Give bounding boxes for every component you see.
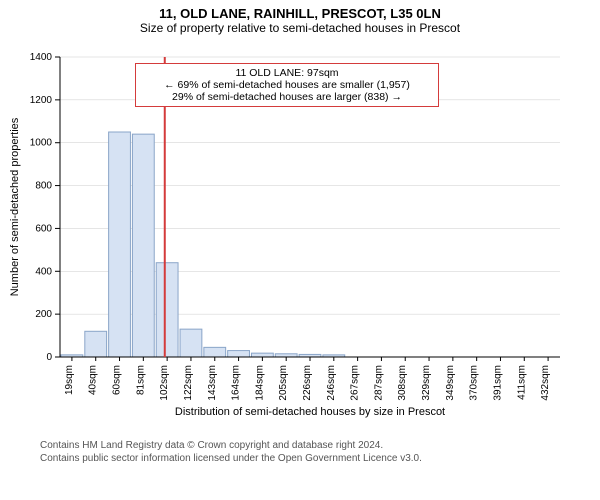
- svg-text:329sqm: 329sqm: [421, 365, 432, 401]
- annotation-line: 29% of semi-detached houses are larger (…: [142, 91, 432, 103]
- svg-text:349sqm: 349sqm: [445, 365, 456, 401]
- svg-text:1200: 1200: [30, 95, 53, 106]
- svg-text:122sqm: 122sqm: [183, 365, 194, 401]
- svg-text:19sqm: 19sqm: [64, 365, 75, 395]
- svg-text:Distribution of semi-detached: Distribution of semi-detached houses by …: [175, 406, 445, 418]
- svg-text:391sqm: 391sqm: [492, 365, 503, 401]
- svg-text:267sqm: 267sqm: [350, 365, 361, 401]
- chart-title: 11, OLD LANE, RAINHILL, PRESCOT, L35 0LN: [0, 0, 600, 21]
- svg-text:370sqm: 370sqm: [469, 365, 480, 401]
- svg-text:143sqm: 143sqm: [207, 365, 218, 401]
- svg-text:400: 400: [35, 266, 52, 277]
- svg-text:246sqm: 246sqm: [326, 365, 337, 401]
- svg-text:411sqm: 411sqm: [516, 365, 527, 400]
- svg-text:164sqm: 164sqm: [231, 365, 242, 401]
- annotation-line: 11 OLD LANE: 97sqm: [142, 67, 432, 79]
- svg-text:60sqm: 60sqm: [112, 365, 123, 395]
- svg-text:600: 600: [35, 223, 52, 234]
- annotation-line: ← 69% of semi-detached houses are smalle…: [142, 79, 432, 91]
- svg-text:432sqm: 432sqm: [540, 365, 551, 401]
- chart-subtitle: Size of property relative to semi-detach…: [0, 21, 600, 39]
- footer: Contains HM Land Registry data © Crown c…: [0, 439, 600, 465]
- svg-text:800: 800: [35, 181, 52, 192]
- svg-text:1000: 1000: [30, 138, 53, 149]
- svg-text:205sqm: 205sqm: [278, 365, 289, 401]
- svg-text:1400: 1400: [30, 52, 53, 63]
- footer-line: Contains HM Land Registry data © Crown c…: [40, 439, 600, 452]
- svg-text:287sqm: 287sqm: [373, 365, 384, 401]
- svg-text:200: 200: [35, 309, 52, 320]
- svg-text:40sqm: 40sqm: [88, 365, 99, 395]
- svg-text:Number of semi-detached proper: Number of semi-detached properties: [9, 117, 21, 296]
- svg-text:81sqm: 81sqm: [135, 365, 146, 395]
- svg-text:0: 0: [46, 352, 52, 363]
- footer-line: Contains public sector information licen…: [40, 452, 600, 465]
- chart-container: 11, OLD LANE, RAINHILL, PRESCOT, L35 0LN…: [0, 0, 600, 500]
- svg-text:184sqm: 184sqm: [254, 365, 265, 401]
- svg-text:226sqm: 226sqm: [302, 365, 313, 401]
- annotation-box: 11 OLD LANE: 97sqm ← 69% of semi-detache…: [135, 63, 439, 107]
- svg-text:308sqm: 308sqm: [397, 365, 408, 401]
- svg-text:102sqm: 102sqm: [159, 365, 170, 401]
